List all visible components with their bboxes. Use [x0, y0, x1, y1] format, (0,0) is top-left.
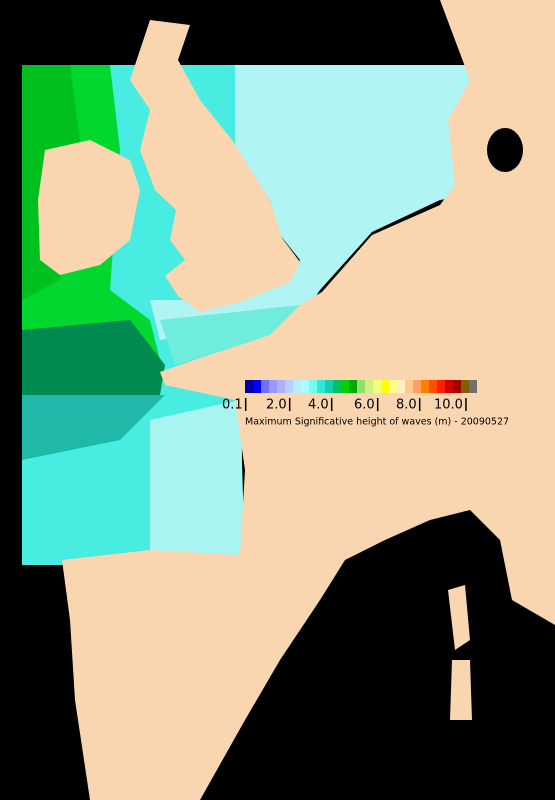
color-swatch [373, 380, 381, 393]
baltic [487, 128, 523, 172]
mediterranean [200, 510, 555, 800]
channel-sea [160, 305, 300, 365]
color-swatch [365, 380, 373, 393]
color-swatch [309, 380, 317, 393]
dark-band [22, 320, 165, 395]
color-swatch [469, 380, 477, 393]
color-swatch [445, 380, 453, 393]
color-swatch [381, 380, 389, 393]
color-swatch [277, 380, 285, 393]
color-swatch [317, 380, 325, 393]
color-swatch [261, 380, 269, 393]
coastal-sea [150, 400, 245, 560]
color-swatch [293, 380, 301, 393]
color-swatch [245, 380, 253, 393]
color-swatch [397, 380, 405, 393]
legend-tick-label: 2.0 [266, 398, 287, 413]
color-swatch [413, 380, 421, 393]
color-swatch [325, 380, 333, 393]
color-swatch [437, 380, 445, 393]
color-swatch [301, 380, 309, 393]
great-britain [130, 20, 300, 312]
legend-caption: Maximum Significative height of waves (m… [245, 417, 509, 428]
color-swatch [285, 380, 293, 393]
north-sea [150, 65, 500, 340]
color-swatch [349, 380, 357, 393]
color-swatch [453, 380, 461, 393]
color-swatch [333, 380, 341, 393]
color-swatch [269, 380, 277, 393]
teal-band [22, 395, 165, 460]
color-swatch [389, 380, 397, 393]
color-swatch [405, 380, 413, 393]
islands [448, 585, 472, 720]
color-swatch [253, 380, 261, 393]
color-swatch [421, 380, 429, 393]
color-swatch [429, 380, 437, 393]
color-swatch [341, 380, 349, 393]
legend-tick-label: 6.0 [354, 398, 375, 413]
legend: 0.1 2.0 4.0 6.0 8.0 10.0 Maximum Significative… [222, 380, 509, 428]
ireland [38, 140, 140, 275]
legend-tick-label: 0.1 [222, 398, 243, 413]
legend-tick-label: 4.0 [308, 398, 329, 413]
color-swatch [461, 380, 469, 393]
legend-tick-label: 8.0 [396, 398, 417, 413]
color-swatch [357, 380, 365, 393]
legend-tick-label: 10.0 [434, 398, 463, 413]
